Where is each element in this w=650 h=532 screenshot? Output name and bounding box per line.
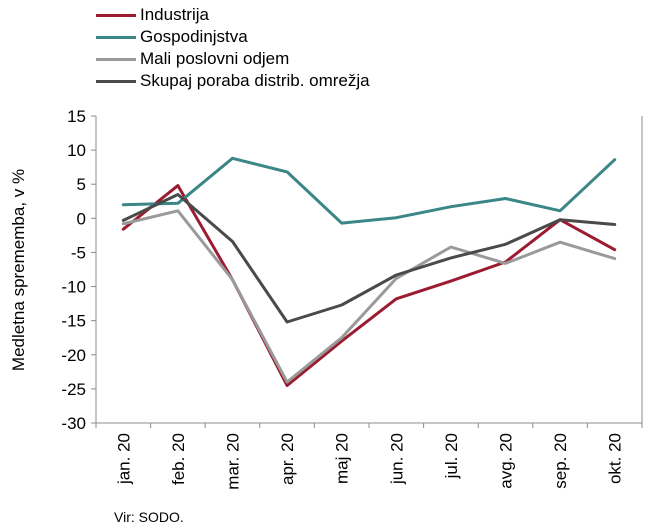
y-tick-label: -15 <box>61 312 86 331</box>
y-tick-label: -10 <box>61 278 86 297</box>
axes <box>91 115 643 428</box>
series-line-2 <box>121 156 617 225</box>
x-tick-label: mar. 20 <box>224 433 243 490</box>
y-tick-label: 10 <box>67 141 86 160</box>
x-tick-label: avg. 20 <box>497 433 516 489</box>
legend-label: Mali poslovni odjem <box>140 49 290 68</box>
legend-swatch <box>96 57 136 61</box>
y-tick-label: 5 <box>77 175 86 194</box>
x-tick-label: apr. 20 <box>278 433 297 485</box>
series-line-4 <box>121 193 617 324</box>
legend-item: Gospodinjstva <box>96 26 370 48</box>
series-line-3 <box>121 209 617 384</box>
legend-item: Skupaj poraba distrib. omrežja <box>96 70 370 92</box>
legend-item: Mali poslovni odjem <box>96 48 370 70</box>
legend-label: Gospodinjstva <box>140 27 248 46</box>
x-tick-labels: jan. 20 feb. 20 mar. 20 apr. 20 maj 20 jun. 2… <box>114 433 624 490</box>
legend-label: Skupaj poraba distrib. omrežja <box>140 71 370 90</box>
legend-swatch <box>96 35 136 39</box>
source-note: Vir: SODO. <box>114 509 184 525</box>
x-tick-label: sep. 20 <box>551 433 570 489</box>
y-tick-labels: 15 10 5 0 -5 -10 -15 -20 -25 -30 <box>61 107 86 433</box>
legend-swatch <box>96 79 136 83</box>
series-line-1 <box>121 184 617 387</box>
x-tick-label: jul. 20 <box>442 433 461 479</box>
y-tick-label: 0 <box>77 209 86 228</box>
legend: Industrija Gospodinjstva Mali poslovni odj… <box>96 4 370 92</box>
y-tick-label: -20 <box>61 346 86 365</box>
x-tick-label: jun. 20 <box>387 433 406 485</box>
y-tick-label: 15 <box>67 107 86 126</box>
legend-label: Industrija <box>140 5 209 24</box>
legend-item: Industrija <box>96 4 370 26</box>
x-tick-label: maj 20 <box>333 433 352 484</box>
x-tick-label: feb. 20 <box>169 433 188 485</box>
y-tick-label: -30 <box>61 414 86 433</box>
y-tick-label: -25 <box>61 380 86 399</box>
series-lines <box>121 156 617 387</box>
y-tick-label: -5 <box>71 243 86 262</box>
y-axis-label: Medletna sprememba, v % <box>9 169 28 371</box>
legend-swatch <box>96 13 136 17</box>
x-tick-label: jan. 20 <box>114 433 133 485</box>
x-tick-label: okt. 20 <box>606 433 625 484</box>
